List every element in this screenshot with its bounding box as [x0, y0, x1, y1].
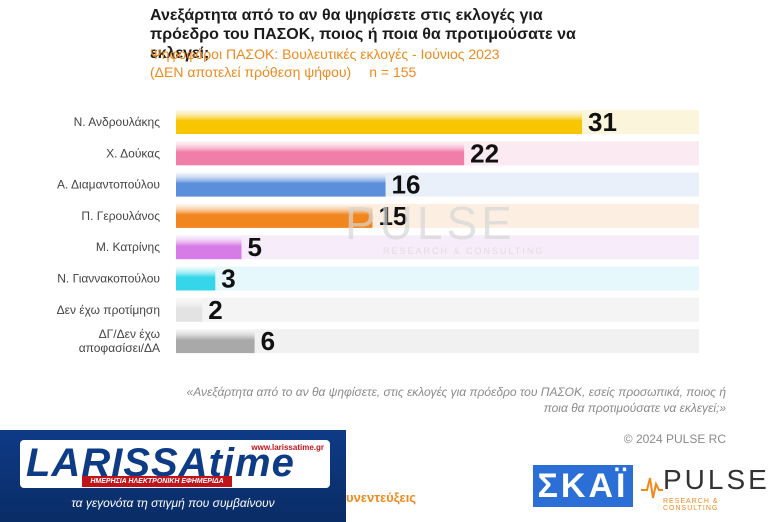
category-label: Δεν έχω προτίμηση: [57, 303, 160, 317]
bar: [176, 235, 242, 260]
chart-subtitle: Ψηφοφόροι ΠΑΣΟΚ: Βουλευτικές εκλογές - Ι…: [150, 45, 570, 81]
value-label: 16: [392, 170, 421, 200]
bar-track: [176, 297, 699, 322]
value-label: 5: [247, 232, 261, 262]
footer-text: υνεντεύξεις: [346, 490, 417, 505]
bar: [176, 297, 203, 322]
bar: [176, 110, 582, 134]
watermark-tagline: RESEARCH & CONSULTING: [383, 246, 545, 256]
value-label: 2: [208, 295, 222, 325]
category-label: Α. Διαμαντοπούλου: [57, 178, 160, 192]
category-label: ΔΓ/Δεν έχω αποφασίσει/ΔΑ: [79, 327, 160, 355]
skai-logo: ΣΚΑΪ: [533, 465, 633, 507]
larissatime-logo: LARISSAtime www.larissatime.gr ΗΜΕΡΗΣΙΑ …: [20, 440, 330, 488]
banner-tagline: τα γεγονότα τη στιγμή που συμβαίνουν: [71, 496, 275, 510]
larissatime-banner[interactable]: LARISSAtime www.larissatime.gr ΗΜΕΡΗΣΙΑ …: [0, 430, 346, 522]
bar: [176, 141, 465, 166]
sample-size: n = 155: [369, 64, 417, 80]
banner-strip: ΗΜΕΡΗΣΙΑ ΗΛΕΚΤΡΟΝΙΚΗ ΕΦΗΜΕΡΙΔΑ: [82, 476, 232, 487]
category-label: Π. Γερουλάνος: [81, 209, 160, 223]
bar: [176, 329, 255, 354]
copyright: © 2024 PULSE RC: [623, 432, 726, 446]
watermark-brand: PULSE: [345, 197, 516, 249]
subtitle-note: (ΔΕΝ αποτελεί πρόθεση ψήφου): [150, 64, 352, 80]
category-label: Ν. Γιαννακοπούλου: [57, 272, 160, 286]
pulse-logo-sub: RESEARCH & CONSULTING: [663, 498, 719, 512]
category-label: Χ. Δούκας: [106, 146, 160, 160]
category-label: Μ. Κατρίνης: [96, 240, 160, 254]
bar-track: [176, 329, 699, 354]
pulse-watermark: PULSE RESEARCH & CONSULTING: [345, 196, 544, 256]
bar: [176, 172, 386, 197]
pulse-wave-icon: [641, 477, 663, 499]
value-label: 15: [378, 201, 407, 231]
bar: [176, 203, 373, 228]
pulse-logo-word: PULSE: [663, 464, 770, 495]
value-label: 31: [588, 107, 617, 137]
category-label: Ν. Ανδρουλάκης: [74, 115, 161, 129]
pulse-logo: PULSE RESEARCH & CONSULTING: [641, 462, 767, 514]
value-label: 6: [261, 326, 275, 356]
chart-title: Ανεξάρτητα από το αν θα ψηφίσετε στις εκ…: [150, 7, 576, 62]
subtitle-line-2: (ΔΕΝ αποτελεί πρόθεση ψήφου) n = 155: [150, 63, 570, 81]
bar: [176, 266, 216, 291]
value-label: 22: [470, 138, 499, 168]
banner-url: www.larissatime.gr: [251, 443, 324, 452]
bar-track: [176, 235, 699, 260]
subtitle-line-1: Ψηφοφόροι ΠΑΣΟΚ: Βουλευτικές εκλογές - Ι…: [150, 46, 500, 62]
question-note: «Ανεξάρτητα από το αν θα ψηφίσετε, στις …: [186, 385, 726, 415]
bar-chart: Ν. Ανδρουλάκης 31 Χ. Δούκας 22 Α. Διαμαντοπο…: [57, 107, 699, 356]
bar-track: [176, 266, 699, 291]
value-label: 3: [221, 264, 235, 294]
